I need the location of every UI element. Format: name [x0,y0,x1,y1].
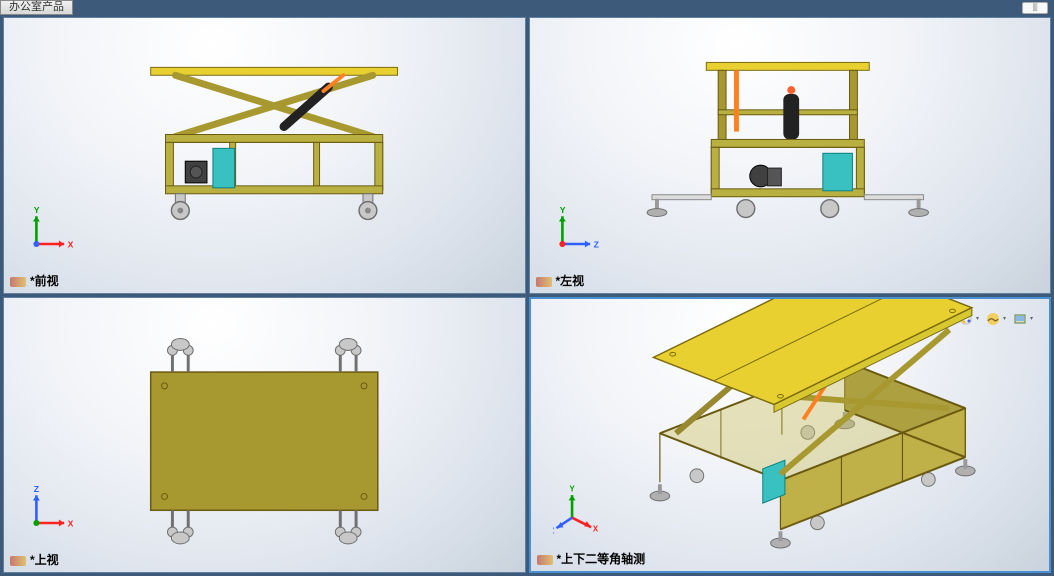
feature-manager-tab[interactable]: 办公室产品 [0,0,73,15]
feature-manager-label: 办公室产品 [9,1,64,13]
left-view-model [530,18,1051,293]
sw-logo-icon [537,555,553,565]
triad-iso: Y X Z [553,483,605,535]
svg-text:X: X [592,525,598,534]
viewport-top[interactable]: XZ *上视 [3,297,526,574]
triad-left: ZY [552,205,604,257]
sw-logo-icon [10,277,26,287]
svg-text:Y: Y [34,205,40,215]
viewport-left[interactable]: ZY *左视 [529,17,1052,294]
iso-view-model [531,299,1050,572]
viewport-isometric[interactable]: ▾▾▾▾▾▾▾ YXZ *上下二等角轴测 [529,297,1052,574]
top-view-model [4,298,525,573]
triad-top: XZ [26,484,78,536]
svg-text:X: X [68,518,74,528]
front-view-model [4,18,525,293]
viewport-grid: XY *前视 ZY *左视 XZ *上视 ▾▾▾▾▾▾▾ YXZ *上下二等角轴… [3,17,1051,573]
sw-logo-icon [536,277,552,287]
collapse-panel-button[interactable]: ⫿⫿ [1022,2,1048,14]
viewport-front[interactable]: XY *前视 [3,17,526,294]
sw-logo-icon [10,556,26,566]
triad-front: XY [26,205,78,257]
svg-text:Z: Z [553,526,555,535]
svg-text:Y: Y [559,205,565,215]
svg-text:Z: Z [34,484,40,494]
view-label-left: *左视 [556,272,585,289]
view-label-iso: *上下二等角轴测 [557,550,646,567]
svg-text:Z: Z [593,239,599,249]
view-label-front: *前视 [30,272,59,289]
svg-text:X: X [68,239,74,249]
svg-text:Y: Y [569,485,575,494]
view-label-top: *上视 [30,551,59,568]
